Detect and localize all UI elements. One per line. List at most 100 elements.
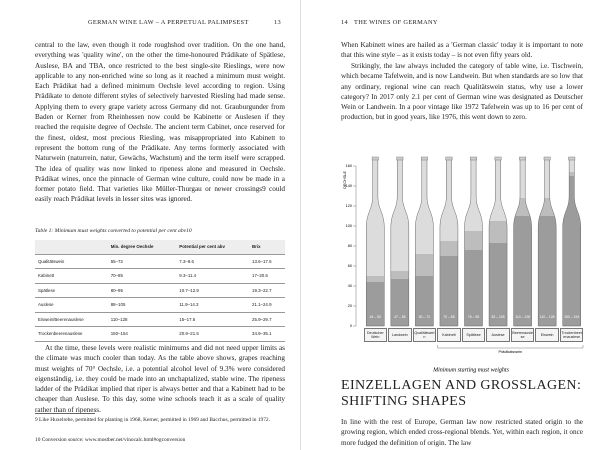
page-number: 14 xyxy=(341,19,348,26)
y-tick-label: 0 xyxy=(350,324,352,328)
table-cell: 21.1–24.9 xyxy=(249,297,285,313)
table-cell: 13.6–17.5 xyxy=(249,254,285,269)
x-tick-label: Qualitätswein xyxy=(412,328,437,342)
y-tick-label: 100 xyxy=(346,224,352,228)
range-band xyxy=(464,231,483,250)
value-label: 110 – 128 xyxy=(540,315,555,319)
table-row: Auslese 88–105 11.9–14.3 21.1–24.9 xyxy=(35,297,285,313)
must-weight-fill xyxy=(366,282,385,326)
range-band xyxy=(366,276,385,282)
must-weight-fill xyxy=(464,250,483,326)
range-band xyxy=(489,221,508,243)
table-row: Eiswein/Beerenauslese 110–128 15–17.6 25.9–… xyxy=(35,312,285,327)
bottle-lip xyxy=(519,156,527,161)
bottle-outline xyxy=(464,158,483,327)
bottle-lip xyxy=(420,156,428,161)
table-row: Spätlese 80–95 10.7–12.9 19.3–22.7 xyxy=(35,283,285,298)
table-row: Qualitätswein 55–72 7.3–9.6 13.6–17.5 xyxy=(35,254,285,269)
paragraph: central to the law, even though it rode … xyxy=(35,41,285,204)
table-header-cell xyxy=(35,240,108,255)
table-cell: 17–20.5 xyxy=(249,268,285,284)
y-tick-label: 60 xyxy=(348,264,352,268)
bottle-outline xyxy=(366,158,385,327)
x-tick-label: Beerenauslese xyxy=(510,328,535,342)
range-band xyxy=(439,241,458,256)
bottle-lip xyxy=(494,156,502,161)
table-cell: Kabinett xyxy=(35,268,108,284)
bottle-outline xyxy=(488,158,508,327)
bottle-outline xyxy=(562,158,581,327)
y-tick-label: 160 xyxy=(346,164,352,168)
table-cell: Qualitätswein xyxy=(35,254,108,269)
right-page: 14 THE WINES OF GERMANY When Kabinett wi… xyxy=(300,0,600,450)
table-cell: 9.3–11.4 xyxy=(176,268,249,284)
bottle-outline xyxy=(415,158,434,327)
paragraph: In line with the rest of Europe, German … xyxy=(341,418,583,447)
must-weight-fill xyxy=(562,176,581,326)
must-weight-fill xyxy=(538,216,557,326)
value-label: 110 – 128 xyxy=(515,315,530,319)
table-cell: 34.9–35.1 xyxy=(249,326,285,342)
footnote: 10 Conversion source: www.mostber.net/vi… xyxy=(35,437,186,443)
bottle-lip xyxy=(371,156,379,161)
table-cell: 150–154 xyxy=(107,326,177,342)
x-tick-label: Deutscher Wein xyxy=(363,328,388,342)
running-head: GERMAN WINE LAW – A PERPETUAL PALIMPSEST xyxy=(88,19,249,26)
x-tick-label: Landwein xyxy=(388,328,412,342)
table-cell: 110–128 xyxy=(107,312,177,327)
paragraph: When Kabinett wines are hailed as a 'Ger… xyxy=(341,41,583,60)
table-cell: Spätlese xyxy=(35,283,108,298)
bottle-lip xyxy=(470,156,477,161)
y-tick-label: 140 xyxy=(346,184,352,188)
table-header-cell: Min. degree Oechsle xyxy=(107,240,177,255)
must-weight-fill xyxy=(489,243,508,326)
x-tick-label: Spätlese xyxy=(461,328,486,342)
group-label: Prädikatswein xyxy=(499,350,523,354)
bottle-lip xyxy=(568,156,576,161)
table-cell: 70–85 xyxy=(107,268,177,284)
bottle-outline xyxy=(390,158,410,327)
x-tick-label: Kabinett xyxy=(437,328,461,342)
bottle-lip xyxy=(396,156,404,161)
table-cell: 15–17.6 xyxy=(176,312,249,327)
running-head: THE WINES OF GERMANY xyxy=(354,19,438,26)
page-number: 13 xyxy=(274,19,281,26)
table-header-cell: Potential per cent abv xyxy=(176,240,249,255)
value-label: 76 – 95 xyxy=(468,315,479,319)
bottle-lip xyxy=(445,156,453,161)
table-cell: Eiswein/Beerenauslese xyxy=(35,312,108,327)
table-caption: Table 1: Minimum must weights converted … xyxy=(35,228,192,234)
must-weight-fill xyxy=(390,279,409,326)
must-weight-fill xyxy=(415,276,434,326)
table-cell: 20.9–21.5 xyxy=(176,326,249,342)
value-label: 47 – 55 xyxy=(394,315,405,319)
x-tick-label: Trockenbeerenauslese xyxy=(559,328,584,342)
table-cell: 19.3–22.7 xyxy=(249,283,285,298)
table-cell: 88–105 xyxy=(107,297,177,313)
value-label: 70 – 85 xyxy=(443,315,454,319)
left-page: GERMAN WINE LAW – A PERPETUAL PALIMPSEST… xyxy=(35,19,285,443)
value-label: 44 – 50 xyxy=(370,315,381,319)
table-row: Trockenbeerenauslese 150–154 20.9–21.5 34.9… xyxy=(35,326,285,342)
table-cell: Auslese xyxy=(35,297,108,313)
table-header-row: Min. degree Oechsle Potential per cent ab… xyxy=(35,240,285,255)
range-band xyxy=(562,172,581,176)
table-cell: 11.9–14.3 xyxy=(176,297,249,313)
x-tick-label: Auslese xyxy=(486,328,510,342)
paragraph: Strikingly, the law always included the … xyxy=(341,62,583,122)
x-tick-label: Eiswein xyxy=(535,328,559,342)
bottle-outline xyxy=(537,158,557,327)
value-label: 83 – 105 xyxy=(491,315,504,319)
range-band xyxy=(415,254,434,276)
value-label: 50 – 72 xyxy=(419,315,430,319)
category-labels: Deutscher Wein Landwein Qualitätswein Kabin… xyxy=(341,148,586,376)
bottle-outline xyxy=(439,158,459,327)
y-axis-title: OECHSLE xyxy=(343,170,347,189)
table-cell: 25.9–29.7 xyxy=(249,312,285,327)
must-weight-fill xyxy=(513,216,532,326)
range-band xyxy=(390,271,409,279)
chart-caption: Minimum starting must weights xyxy=(432,367,510,373)
table-cell: 80–95 xyxy=(107,283,177,298)
table-row: Kabinett 70–85 9.3–11.4 17–20.5 xyxy=(35,268,285,284)
